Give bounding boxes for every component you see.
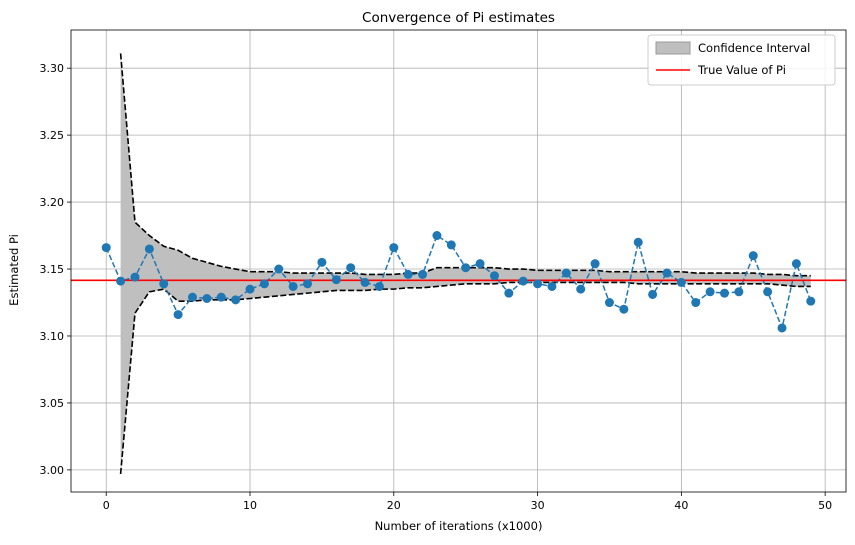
estimate-point [231,295,241,305]
legend-box [647,34,836,86]
estimate-point [403,269,413,279]
chart-title: Convergence of Pi estimates [362,10,555,26]
estimate-point [259,279,269,289]
estimate-point [547,281,557,291]
estimate-point [346,263,356,273]
estimate-point [331,275,341,285]
estimate-point [720,288,730,298]
estimate-point [288,281,298,291]
legend-swatch-confidence-interval [655,41,691,55]
y-axis-label: Estimated Pi [7,234,21,306]
y-tick-label: 3.10 [40,330,65,343]
estimate-point [691,298,701,308]
estimate-point [432,231,442,241]
estimate-point [518,276,528,286]
estimate-point [619,304,629,314]
estimate-point [303,279,313,289]
estimate-point [475,259,485,269]
x-tick-label: 30 [531,499,545,512]
x-tick-label: 10 [243,499,257,512]
estimate-point [590,259,600,269]
y-tick-label: 3.25 [40,129,65,142]
estimate-point [777,323,787,333]
estimate-point [533,279,543,289]
estimate-point [418,269,428,279]
estimate-point [159,279,169,289]
estimate-point [791,259,801,269]
x-tick-label: 40 [674,499,688,512]
x-tick-label: 20 [387,499,401,512]
axes [70,29,847,493]
estimate-point [504,288,514,298]
estimate-point [245,284,255,294]
legend: Confidence Interval True Value of Pi [647,34,836,86]
estimate-point [274,264,284,274]
x-axis-label: Number of iterations (x1000) [375,519,543,533]
estimate-point [489,271,499,281]
upper-bound-line [119,53,811,277]
estimate-point [173,310,183,320]
legend-label-confidence-interval: Confidence Interval [698,41,810,55]
estimate-point [576,284,586,294]
estimate-point [389,243,399,253]
estimate-point [116,276,126,286]
estimate-point [633,237,643,247]
estimate-point [461,263,471,273]
estimate-point [648,289,658,299]
estimate-point [101,243,111,253]
estimate-point [748,251,758,261]
estimate-point [216,292,226,302]
estimate-point [662,268,672,278]
estimate-point [604,298,614,308]
ticks: 0 10 20 30 40 50 3.00 3.05 3.10 3.15 3.20 3.25 3.30 [40,62,833,512]
estimate-point [446,240,456,250]
plot-frame [70,29,847,493]
estimate-point [360,277,370,287]
estimate-point [676,277,686,287]
estimate-point [561,268,571,278]
estimates-series [71,231,846,333]
estimate-point [187,292,197,302]
legend-label-true-value: True Value of Pi [697,63,786,77]
x-tick-label: 0 [103,499,110,512]
y-tick-label: 3.15 [40,263,65,276]
lower-bound-line [119,281,811,474]
estimate-point [734,287,744,297]
estimate-point [374,281,384,291]
estimate-point [705,287,715,297]
estimate-point [202,293,212,303]
estimate-point [317,257,327,267]
estimate-point [806,296,816,306]
y-tick-label: 3.00 [40,464,65,477]
estimate-point [130,272,140,282]
estimate-point [763,287,773,297]
y-tick-label: 3.20 [40,196,65,209]
estimate-point [144,244,154,254]
y-tick-label: 3.30 [40,62,65,75]
y-tick-label: 3.05 [40,397,65,410]
x-tick-label: 50 [818,499,832,512]
